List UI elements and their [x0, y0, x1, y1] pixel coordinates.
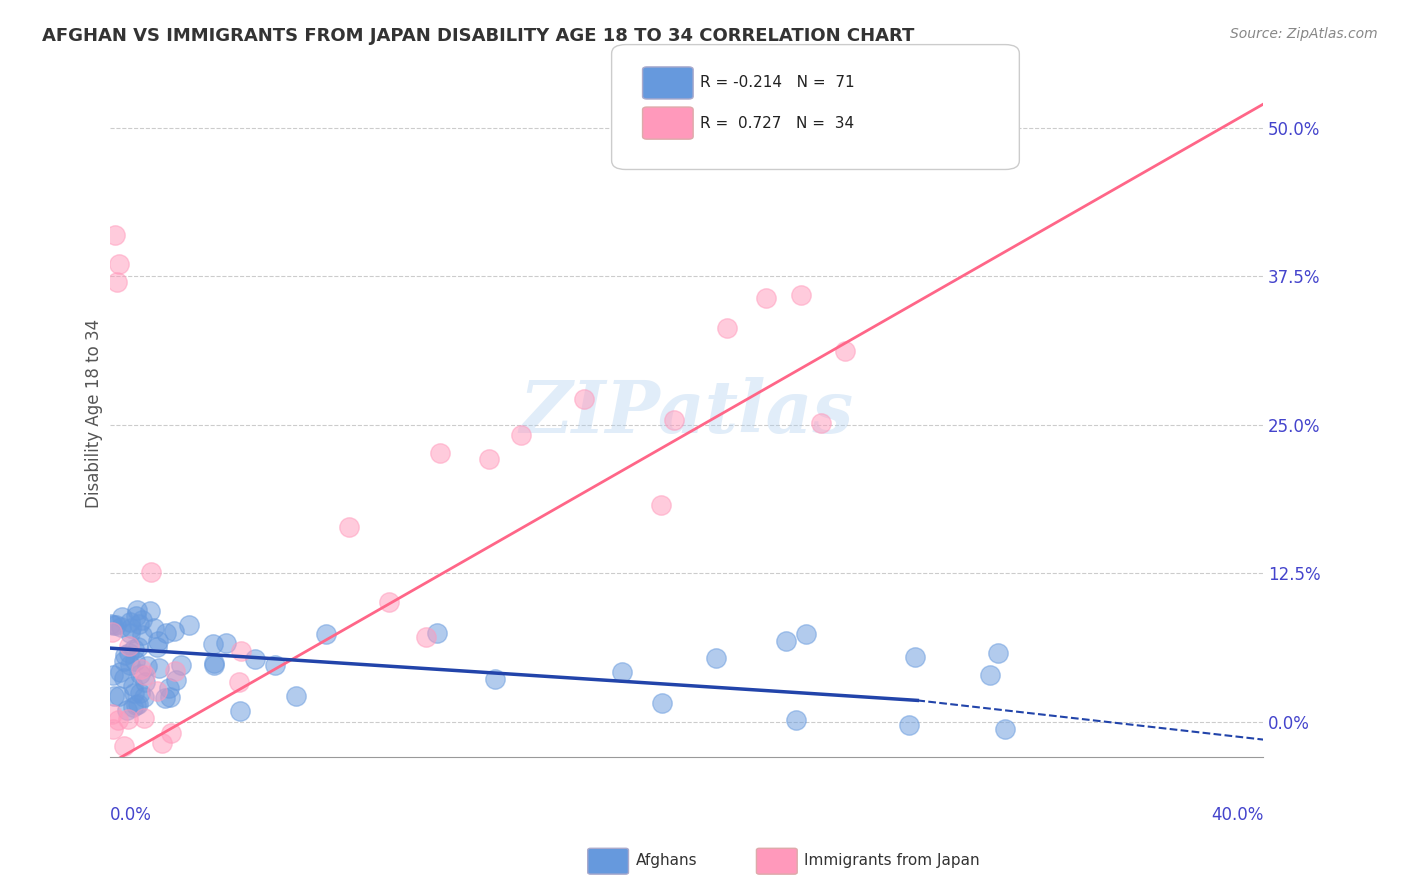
Text: Afghans: Afghans: [636, 854, 697, 868]
Y-axis label: Disability Age 18 to 34: Disability Age 18 to 34: [86, 318, 103, 508]
Text: R =  0.727   N =  34: R = 0.727 N = 34: [700, 116, 855, 130]
Text: ZIPatlas: ZIPatlas: [520, 377, 853, 449]
Text: Immigrants from Japan: Immigrants from Japan: [804, 854, 980, 868]
Text: AFGHAN VS IMMIGRANTS FROM JAPAN DISABILITY AGE 18 TO 34 CORRELATION CHART: AFGHAN VS IMMIGRANTS FROM JAPAN DISABILI…: [42, 27, 914, 45]
Text: R = -0.214   N =  71: R = -0.214 N = 71: [700, 76, 855, 90]
Text: 0.0%: 0.0%: [110, 805, 152, 823]
Text: Source: ZipAtlas.com: Source: ZipAtlas.com: [1230, 27, 1378, 41]
Text: 40.0%: 40.0%: [1211, 805, 1263, 823]
